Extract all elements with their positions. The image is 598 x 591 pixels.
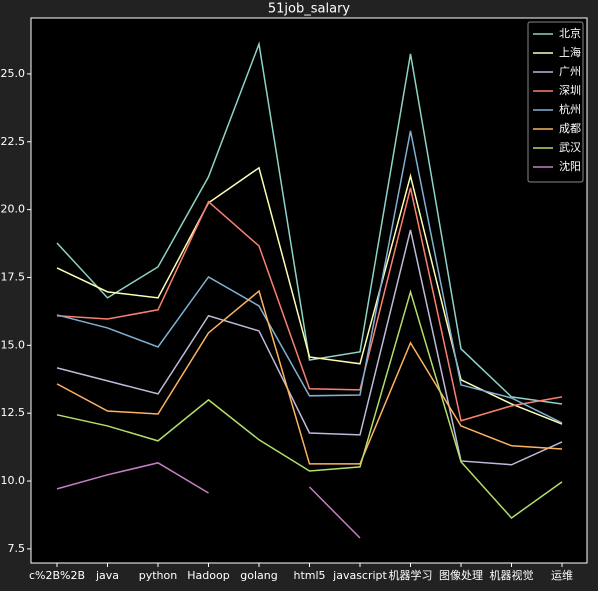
legend-label: 成都: [559, 122, 581, 135]
series-line: [56, 187, 563, 422]
legend-label: 广州: [559, 65, 581, 78]
x-tick-label: java: [95, 569, 119, 582]
series-line: [56, 166, 563, 425]
x-tick-label: 机器学习: [389, 568, 433, 582]
y-tick-label: 22.5: [1, 135, 26, 148]
x-tick-label: python: [139, 569, 178, 582]
x-tick-label: 图像处理: [439, 569, 483, 582]
legend-box: [527, 21, 584, 183]
x-tick-label: 机器视觉: [490, 568, 534, 582]
chart-title: 51job_salary: [268, 2, 351, 17]
legend-label: 北京: [559, 26, 581, 40]
y-tick-label: 20.0: [1, 203, 26, 216]
y-tick-label: 10.0: [1, 474, 26, 487]
legend-label: 沈阳: [559, 159, 581, 173]
y-tick-label: 7.5: [8, 542, 26, 555]
plot-area: [30, 17, 588, 564]
x-tick-label: 运维: [551, 569, 573, 582]
legend-label: 武汉: [559, 141, 581, 154]
x-tick-label: html5: [293, 569, 325, 582]
y-tick-label: 15.0: [1, 338, 26, 351]
series-line: [56, 462, 361, 539]
series-line: [56, 229, 563, 466]
y-tick-label: 25.0: [1, 67, 26, 80]
x-tick-label: Hadoop: [187, 569, 229, 582]
series-line: [56, 41, 563, 405]
x-tick-label: c%2B%2B: [29, 569, 85, 582]
legend-label: 上海: [559, 45, 581, 59]
series-line: [56, 289, 563, 519]
series-line: [56, 130, 563, 424]
y-tick-label: 12.5: [1, 406, 26, 419]
y-tick-label: 17.5: [1, 270, 26, 283]
x-tick-label: javascript: [332, 569, 387, 582]
legend-label: 深圳: [559, 84, 581, 97]
x-tick-label: golang: [240, 569, 277, 582]
legend-label: 杭州: [559, 102, 581, 116]
series-line: [56, 289, 563, 465]
